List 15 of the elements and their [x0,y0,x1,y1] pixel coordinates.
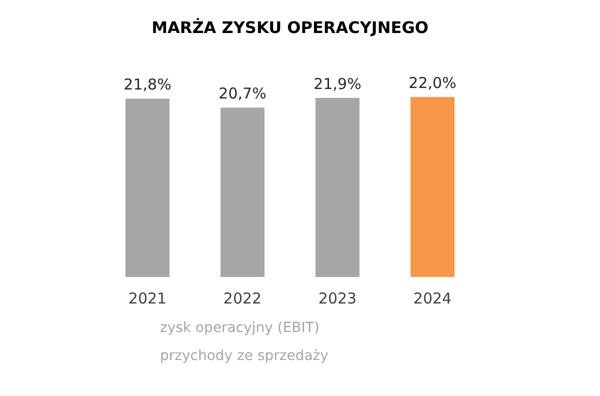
x-tick-label: 2022 [223,290,262,308]
data-label: 20,7% [218,84,266,103]
text: zysk operacyjny (EBIT) [160,320,320,336]
x-tick-label: 2024 [413,290,452,308]
bar [220,108,264,277]
bar [126,98,170,277]
bar [316,98,360,277]
x-tick-label: 2023 [318,290,357,308]
text: przychody ze sprzedaży [160,348,328,364]
data-label: 22,0% [408,74,456,92]
data-label: 21,8% [124,76,172,94]
chart-title: MARŻA ZYSKU OPERACYJNEGO [152,18,428,37]
x-tick-label: 2021 [128,290,167,308]
bar [410,97,454,277]
data-label: 21,9% [314,74,362,93]
